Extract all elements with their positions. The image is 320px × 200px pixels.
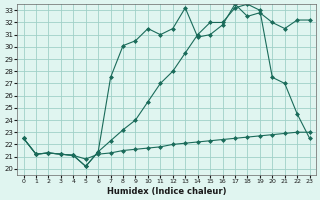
X-axis label: Humidex (Indice chaleur): Humidex (Indice chaleur) <box>107 187 226 196</box>
